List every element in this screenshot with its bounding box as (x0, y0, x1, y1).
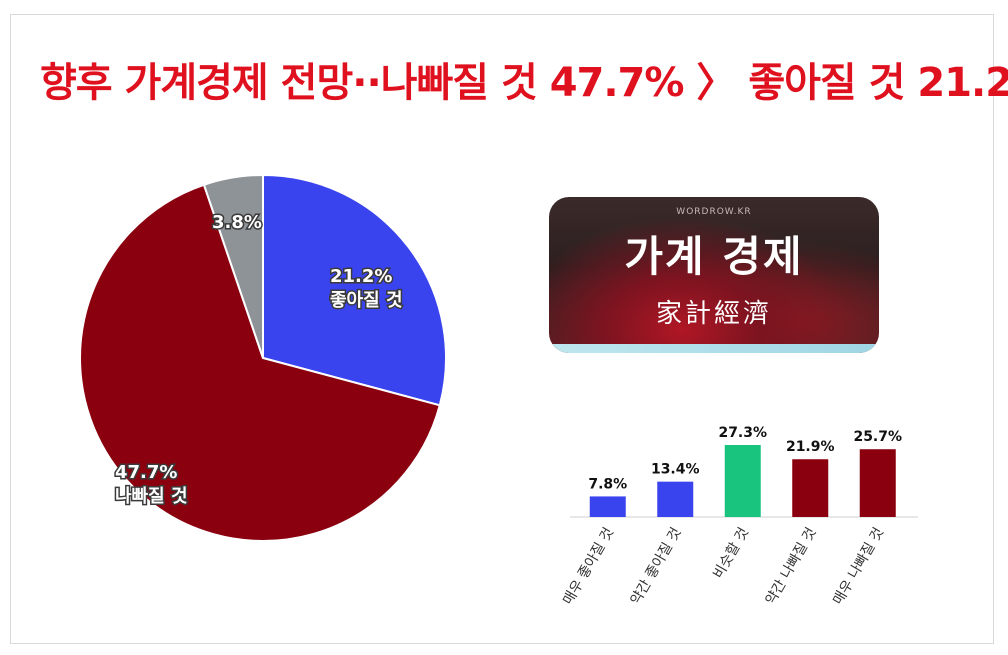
page-title: 향후 가계경제 전망··나빠질 것 47.7% 〉 좋아질 것 21.2% (40, 60, 1008, 106)
pie-value-label: 47.7% (115, 462, 177, 483)
banner-title: 가계 경제 (624, 232, 804, 281)
pie-category-label: 나빠질 것 (115, 486, 188, 507)
bar-value-label: 7.8% (588, 476, 627, 492)
banner-subtitle: 家計經濟 (655, 299, 772, 329)
bar (657, 481, 694, 517)
pie-slice (262, 173, 447, 407)
banner-image: WORDROW.KR 가계 경제 家計經濟 (549, 197, 879, 353)
pie-category-label: 좋아질 것 (330, 290, 403, 311)
bar-category-label: 매우 나빠질 것 (830, 525, 887, 608)
bar-value-label: 21.9% (786, 439, 835, 455)
pie-value-label: 3.8% (212, 212, 262, 233)
bar (859, 449, 896, 517)
bar-value-label: 13.4% (651, 462, 700, 478)
bar-value-label: 27.3% (718, 425, 767, 441)
bar (792, 459, 829, 517)
bar-category-label: 매우 좋아질 것 (560, 525, 617, 608)
banner-brand: WORDROW.KR (676, 207, 752, 217)
pie-value-label: 21.2% (330, 266, 392, 287)
bar (724, 445, 761, 517)
bar-category-label: 약간 좋아질 것 (628, 525, 685, 608)
banner-strip (549, 344, 879, 353)
bar-category-label: 비슷할 것 (710, 525, 752, 581)
bar-value-label: 25.7% (853, 429, 902, 445)
bar-category-label: 약간 나빠질 것 (763, 525, 820, 608)
bar (589, 496, 626, 517)
pie-slice (202, 173, 264, 359)
pie-slice (79, 183, 442, 542)
